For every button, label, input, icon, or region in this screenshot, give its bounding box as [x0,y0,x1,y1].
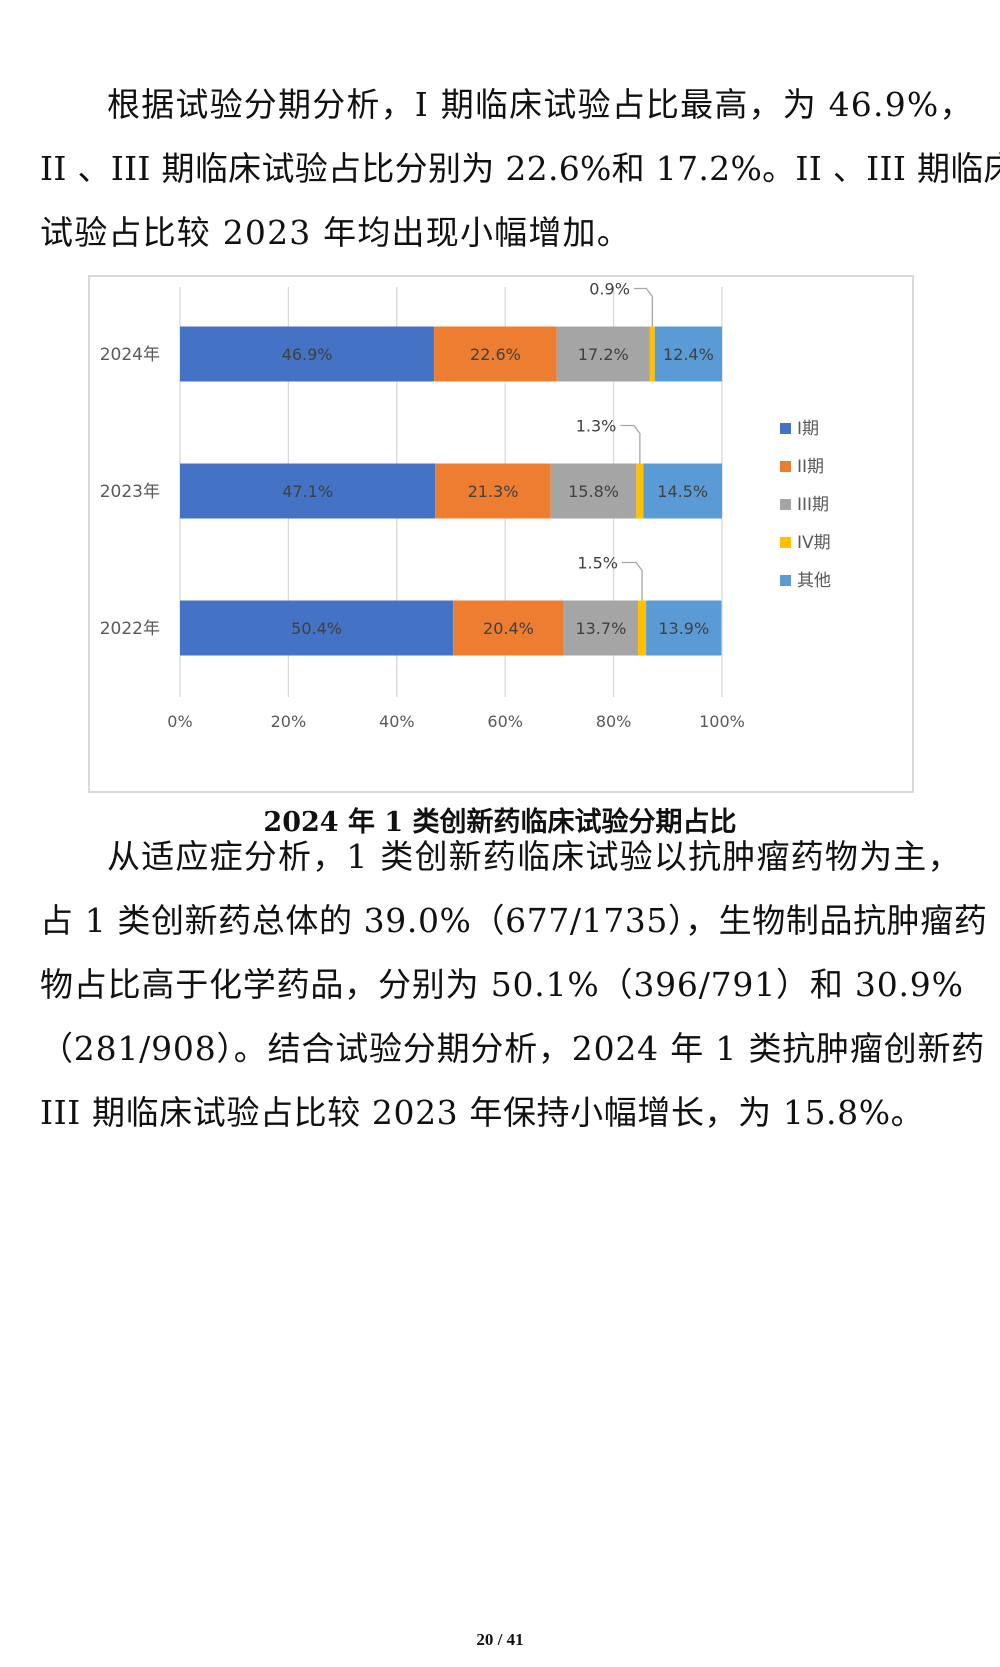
text-line: 物占比高于化学药品，分别为 50.1%（396/791）和 30.9% [40,965,964,1004]
x-tick-label: 100% [699,712,745,731]
data-label: 14.5% [657,482,708,501]
bar-segment [563,600,638,656]
legend-label: I期 [797,419,819,439]
text-line: 根据试验分期分析，I 期临床试验占比最高，为 46.9%， [107,85,974,124]
data-label: 13.7% [575,619,626,638]
data-label: 22.6% [470,345,521,364]
figure-caption: 2024 年 1 类创新药临床试验分期占比 [263,807,737,838]
legend-label: III期 [797,495,829,515]
bar-segment [643,463,722,519]
data-label: 12.4% [663,345,714,364]
bar-segment [550,463,637,519]
legend-label: 其他 [797,571,831,591]
x-tick-label: 80% [596,712,632,731]
leader-line [620,424,641,464]
phase-distribution-chart: 0% 20% 40% 60% 80% 100% 2024年 46.9% 22.6% 17.2% 0.… [88,275,914,793]
leader-line [633,287,654,327]
leader-line [621,561,643,601]
data-label: 1.5% [577,554,618,573]
category-label: 2023年 [100,482,160,502]
data-label: 20.4% [483,619,534,638]
legend-label: IV期 [797,533,831,553]
bar-segment [646,600,722,656]
text-line: （281/908）。结合试验分期分析，2024 年 1 类抗肿瘤创新药 [40,1029,986,1068]
bar-segment [637,600,647,656]
legend-swatch [780,537,791,548]
text-line: 试验占比较 2023 年均出现小幅增加。 [40,213,631,252]
legend-swatch [780,499,791,510]
x-tick-label: 20% [271,712,307,731]
bar-segment [649,326,655,382]
bar-segment [180,326,435,382]
bar-segment [453,600,564,656]
bar-segment [434,326,557,382]
text-line: 从适应症分析，1 类创新药临床试验以抗肿瘤药物为主， [107,837,962,876]
page-number: 20 / 41 [476,1630,524,1649]
data-label: 46.9% [282,345,333,364]
bar-segment [180,600,454,656]
data-label: 13.9% [658,619,709,638]
data-label: 17.2% [578,345,629,364]
category-label: 2024年 [100,345,160,365]
bar-segment [654,326,722,382]
stacked-bar-chart: 0% 20% 40% 60% 80% 100% 2024年 46.9% 22.6% 17.2% 0.… [100,280,831,732]
x-tick-label: 60% [487,712,523,731]
data-label: 0.9% [589,280,630,299]
category-label: 2022年 [100,619,160,639]
bar-segment [180,463,436,519]
legend-swatch [780,461,791,472]
data-label: 50.4% [291,619,342,638]
data-label: 21.3% [468,482,519,501]
bar-segment [435,463,551,519]
data-label: 1.3% [576,417,617,436]
bar-segment [556,326,650,382]
bar-segment [636,463,644,519]
x-tick-label: 40% [379,712,415,731]
text-line: III 期临床试验占比较 2023 年保持小幅增长，为 15.8%。 [40,1093,925,1132]
legend-label: II期 [797,457,824,477]
legend-swatch [780,423,791,434]
data-label: 47.1% [282,482,333,501]
data-label: 15.8% [568,482,619,501]
text-line: II 、III 期临床试验占比分别为 22.6%和 17.2%。II 、III … [40,149,1000,188]
x-tick-label: 0% [167,712,192,731]
legend-swatch [780,575,791,586]
text-line: 占 1 类创新药总体的 39.0%（677/1735），生物制品抗肿瘤药 [40,901,988,940]
